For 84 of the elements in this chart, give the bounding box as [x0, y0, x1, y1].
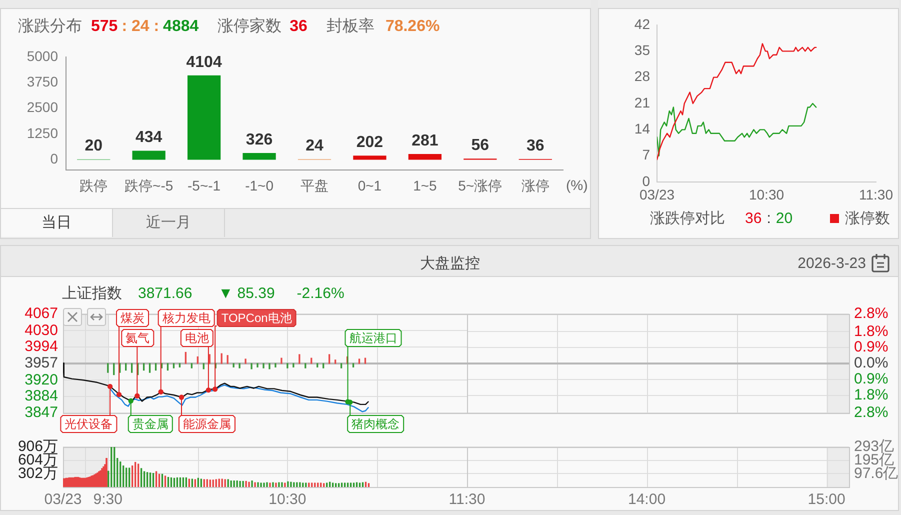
y-tick-label: 1250 — [26, 124, 58, 141]
y-tick-label: 2.8% — [854, 404, 888, 422]
data-label: 4104 — [186, 54, 222, 71]
data-label: 281 — [412, 132, 438, 150]
text: ▼ 85.39 — [218, 284, 275, 303]
y-tick-label: 3884 — [24, 387, 58, 404]
y-tick-label: 5000 — [26, 48, 58, 64]
y-tick-label: 2500 — [26, 99, 58, 116]
tab: 当日 — [1, 209, 113, 237]
text: -2.16% — [296, 284, 344, 303]
text: 4884 — [163, 17, 199, 37]
data-label: 36 — [526, 137, 544, 154]
x-tick-label: -5~-1 — [188, 177, 221, 194]
annotation: 氦气 — [126, 330, 150, 345]
x-tick-label: 跌停~-5 — [124, 177, 174, 194]
x-tick-label: 0~1 — [358, 177, 382, 194]
text: 上证指数 — [62, 284, 122, 303]
annotation: TOPCon电池 — [221, 310, 292, 325]
text: 涨停家数 — [218, 17, 282, 37]
y-tick-label: 28 — [634, 68, 650, 84]
y-tick-label: 7 — [642, 146, 650, 163]
y-tick-label: 3957 — [24, 354, 58, 372]
text: : — [766, 209, 771, 228]
text: 封板率 — [326, 17, 374, 37]
y-tick-label: 4067 — [24, 305, 58, 322]
text: 涨跌停对比 — [650, 209, 725, 228]
annotation: 猪肉概念 — [352, 416, 400, 431]
y-tick-label: 14 — [634, 120, 650, 137]
y-tick-label: 1.8% — [854, 386, 888, 404]
y-tick-label: 0.0% — [854, 354, 888, 372]
x-tick-label: 涨停 — [521, 177, 550, 194]
annotation: 核力发电 — [161, 310, 210, 325]
y-tick-label: 3847 — [24, 404, 58, 422]
y-tick-label: 42 — [634, 16, 650, 32]
legend-label: 涨停数 — [845, 209, 890, 228]
text: 36 — [745, 209, 762, 228]
y-tick-label: 0.9% — [854, 338, 888, 356]
y-tick-label: 35 — [634, 42, 650, 58]
annotation: 电池 — [184, 330, 209, 345]
x-tick-label: 跌停 — [80, 177, 108, 194]
text: 78.26% — [385, 17, 440, 37]
x-tick-label: 1~5 — [413, 177, 438, 194]
x-axis-title: (%) — [566, 176, 588, 193]
annotation: 能源金属 — [182, 416, 231, 431]
annotation: 煤炭 — [120, 310, 145, 325]
y-tick-label: 3994 — [24, 338, 58, 355]
data-label: 20 — [84, 138, 103, 155]
y-tick-label: 4030 — [24, 322, 58, 339]
x-tick-label: 9:30 — [93, 491, 122, 508]
y-tick-label: 3920 — [24, 371, 58, 388]
data-label: 24 — [306, 138, 324, 155]
data-label: 434 — [135, 129, 162, 146]
data-label: 202 — [356, 134, 384, 151]
y-tick-label: 1.8% — [854, 322, 888, 340]
x-tick-label: 11:30 — [448, 491, 486, 508]
chart-title: 大盘监控 — [419, 254, 481, 273]
x-tick-label: 10:30 — [748, 186, 784, 202]
data-label: 326 — [246, 131, 273, 148]
text: 36 — [290, 17, 308, 37]
text: : 24 : — [122, 17, 160, 37]
x-tick-label: 10:30 — [268, 491, 306, 508]
annotation: 航运港口 — [349, 330, 398, 345]
text: 3871.66 — [138, 284, 192, 303]
y-tick-label: 0.9% — [854, 370, 888, 388]
annotation: 贵金属 — [132, 416, 168, 431]
x-tick-label: 11:30 — [859, 186, 894, 202]
y-tick-label: 3750 — [26, 74, 58, 90]
y-tick-label: 0 — [50, 150, 58, 167]
data-label: 56 — [471, 136, 490, 154]
text: 575 — [91, 17, 118, 37]
y-tick-label: 21 — [634, 94, 650, 110]
annotation: 光伏设备 — [64, 416, 113, 431]
y-tick-label: 2.8% — [854, 305, 888, 322]
text: 2026-3-23 — [798, 254, 866, 273]
x-tick-label: 03/23 — [44, 491, 82, 508]
x-tick-label: 14:00 — [628, 491, 666, 508]
x-tick-label: 5~涨停 — [458, 177, 502, 194]
x-tick-label: -1~0 — [245, 177, 274, 194]
x-tick-label: 平盘 — [300, 177, 328, 194]
x-tick-label: 03/23 — [639, 186, 675, 202]
y-tick-label: 0 — [642, 172, 650, 189]
text: 涨跌分布 — [18, 17, 82, 37]
text: 20 — [776, 209, 793, 228]
x-tick-label: 15:00 — [808, 491, 846, 508]
